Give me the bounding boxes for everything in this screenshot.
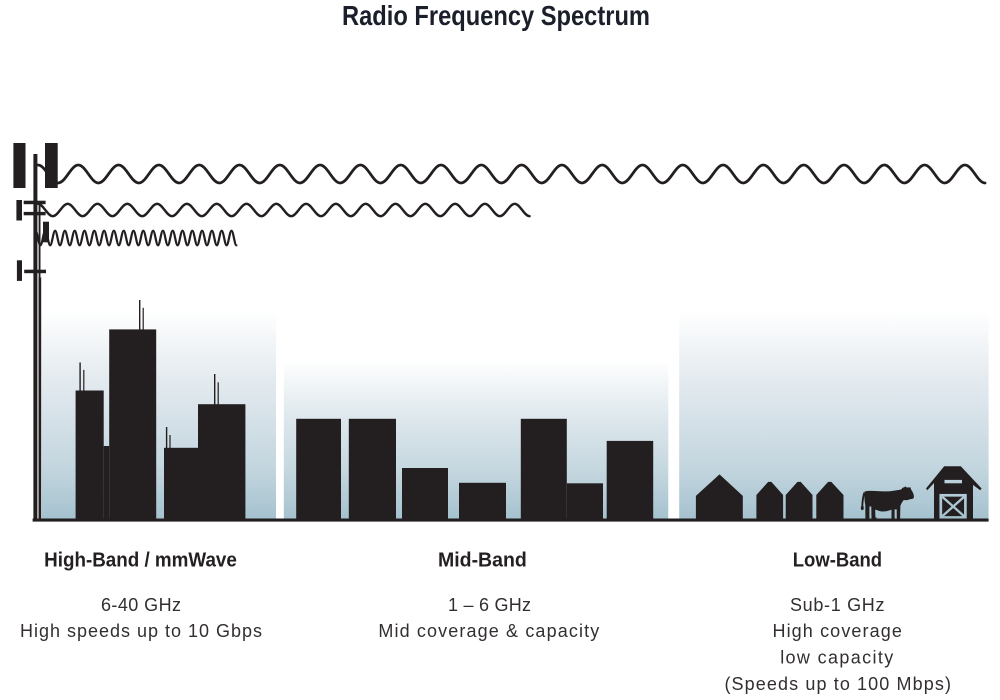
- svg-text:1 – 6 GHz: 1 – 6 GHz: [448, 595, 531, 615]
- svg-text:Mid coverage & capacity: Mid coverage & capacity: [378, 621, 599, 641]
- svg-text:High speeds up to 10 Gbps: High speeds up to 10 Gbps: [20, 621, 262, 641]
- svg-text:Sub-1 GHz: Sub-1 GHz: [790, 595, 885, 615]
- svg-text:6-40 GHz: 6-40 GHz: [101, 595, 181, 615]
- svg-text:Mid-Band: Mid-Band: [438, 550, 527, 572]
- svg-text:low capacity: low capacity: [780, 648, 893, 668]
- svg-text:High coverage: High coverage: [772, 621, 902, 641]
- svg-text:Radio Frequency Spectrum: Radio Frequency Spectrum: [342, 0, 650, 31]
- svg-text:High-Band / mmWave: High-Band / mmWave: [44, 550, 237, 572]
- svg-text:(Speeds up to 100 Mbps): (Speeds up to 100 Mbps): [724, 674, 950, 694]
- svg-text:Low-Band: Low-Band: [793, 550, 882, 572]
